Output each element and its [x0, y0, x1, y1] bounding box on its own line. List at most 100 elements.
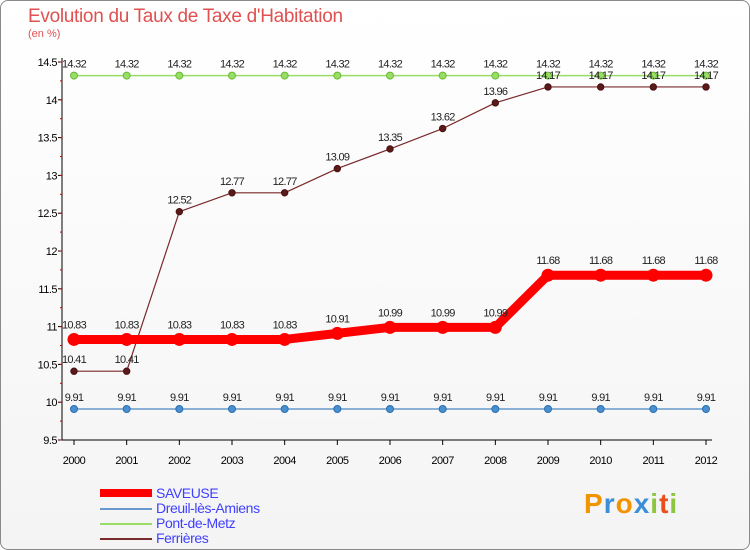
data-label: 9.91 [65, 392, 84, 404]
data-point [386, 405, 394, 414]
x-tick-label: 2006 [379, 455, 402, 467]
data-point [120, 332, 134, 346]
data-label: 14.17 [536, 70, 561, 82]
data-label: 9.91 [539, 392, 558, 404]
data-label: 9.91 [223, 392, 242, 404]
x-tick-label: 2001 [115, 455, 138, 467]
data-label: 10.83 [220, 319, 245, 331]
data-point [383, 320, 397, 334]
data-label: 11.68 [589, 255, 613, 267]
data-label: 9.91 [486, 392, 505, 404]
data-point [70, 367, 78, 375]
logo-letter: i [650, 488, 660, 519]
data-point [175, 405, 184, 414]
data-point [594, 268, 608, 282]
data-point [438, 405, 447, 414]
x-tick-label: 2002 [168, 455, 191, 467]
x-tick-label: 2007 [431, 455, 454, 467]
data-label: 14.32 [694, 59, 719, 71]
data-point [544, 405, 552, 414]
data-label: 14.17 [589, 70, 614, 82]
x-tick-label: 2012 [695, 455, 718, 467]
data-point [333, 71, 342, 80]
legend-label-dreuil: Dreuil-lès-Amiens [156, 500, 260, 516]
x-tick-label: 2009 [537, 455, 560, 467]
y-tick-label: 10 [46, 397, 58, 409]
x-tick-label: 2011 [643, 455, 665, 467]
data-label: 10.91 [325, 313, 350, 325]
data-label: 12.52 [167, 195, 192, 207]
data-label: 10.99 [483, 307, 508, 319]
data-point [438, 124, 447, 133]
legend-label-pont-de-metz: Pont-de-Metz [156, 515, 236, 531]
data-label: 12.77 [220, 176, 245, 188]
data-point [333, 164, 342, 173]
data-point [544, 83, 552, 91]
legend-label-saveuse: SAVEUSE [156, 485, 219, 501]
logo-letter: r [603, 488, 616, 519]
data-label: 11.68 [694, 255, 718, 267]
data-point [280, 405, 289, 414]
data-point [330, 326, 344, 340]
y-tick-label: 11.5 [38, 284, 57, 296]
logo-letter: o [615, 488, 634, 519]
data-label: 9.91 [697, 392, 716, 404]
data-label: 10.99 [431, 307, 456, 319]
data-label: 14.32 [641, 59, 666, 71]
data-point [280, 189, 289, 197]
data-label: 10.83 [167, 319, 192, 331]
data-point [699, 268, 713, 282]
data-label: 10.83 [273, 319, 298, 331]
data-label: 14.32 [115, 59, 140, 71]
data-label: 14.32 [167, 59, 192, 71]
data-label: 14.32 [483, 59, 508, 71]
data-point [702, 83, 710, 91]
legend-label-ferrieres: Ferrières [156, 530, 209, 546]
data-point [70, 71, 78, 80]
data-point [333, 405, 342, 414]
data-point [596, 83, 605, 91]
data-label: 14.32 [220, 59, 245, 71]
data-label: 14.17 [694, 70, 719, 82]
y-tick-label: 9.5 [43, 435, 57, 447]
y-tick-label: 13 [46, 170, 58, 182]
data-label: 9.91 [381, 392, 400, 404]
y-tick-label: 14.5 [38, 57, 58, 69]
data-label: 13.35 [378, 132, 403, 144]
data-point [386, 145, 394, 153]
data-label: 14.32 [378, 59, 403, 71]
data-point [67, 332, 81, 346]
legend-swatch-pont-de-metz [100, 523, 152, 525]
data-point [491, 405, 500, 414]
data-label: 14.32 [589, 59, 614, 71]
data-label: 9.91 [117, 392, 136, 404]
data-label: 14.32 [536, 59, 561, 71]
x-tick-label: 2004 [273, 455, 296, 467]
data-label: 9.91 [328, 392, 347, 404]
logo-letter: P [584, 488, 604, 519]
data-point [541, 268, 555, 282]
data-point [175, 207, 184, 216]
data-point [544, 71, 552, 80]
data-point [438, 71, 447, 80]
y-tick-label: 12.5 [38, 208, 58, 220]
data-point [491, 99, 500, 107]
data-label: 14.32 [325, 59, 350, 71]
data-point [122, 405, 131, 414]
data-point [491, 71, 500, 80]
y-tick-label: 14 [46, 95, 58, 107]
data-label: 10.83 [62, 319, 87, 331]
y-tick-label: 13.5 [38, 133, 58, 145]
data-label: 12.77 [273, 176, 298, 188]
legend-swatch-ferrieres [100, 538, 152, 540]
data-label: 9.91 [275, 392, 294, 404]
data-point [702, 71, 710, 80]
legend-swatch-saveuse [100, 489, 152, 497]
data-point [228, 405, 236, 414]
y-tick-label: 10.5 [38, 359, 58, 371]
data-point [488, 320, 502, 334]
data-point [702, 405, 710, 414]
data-point [122, 71, 131, 80]
proxiti-logo: Proxiti [584, 488, 678, 520]
data-label: 10.99 [378, 307, 403, 319]
